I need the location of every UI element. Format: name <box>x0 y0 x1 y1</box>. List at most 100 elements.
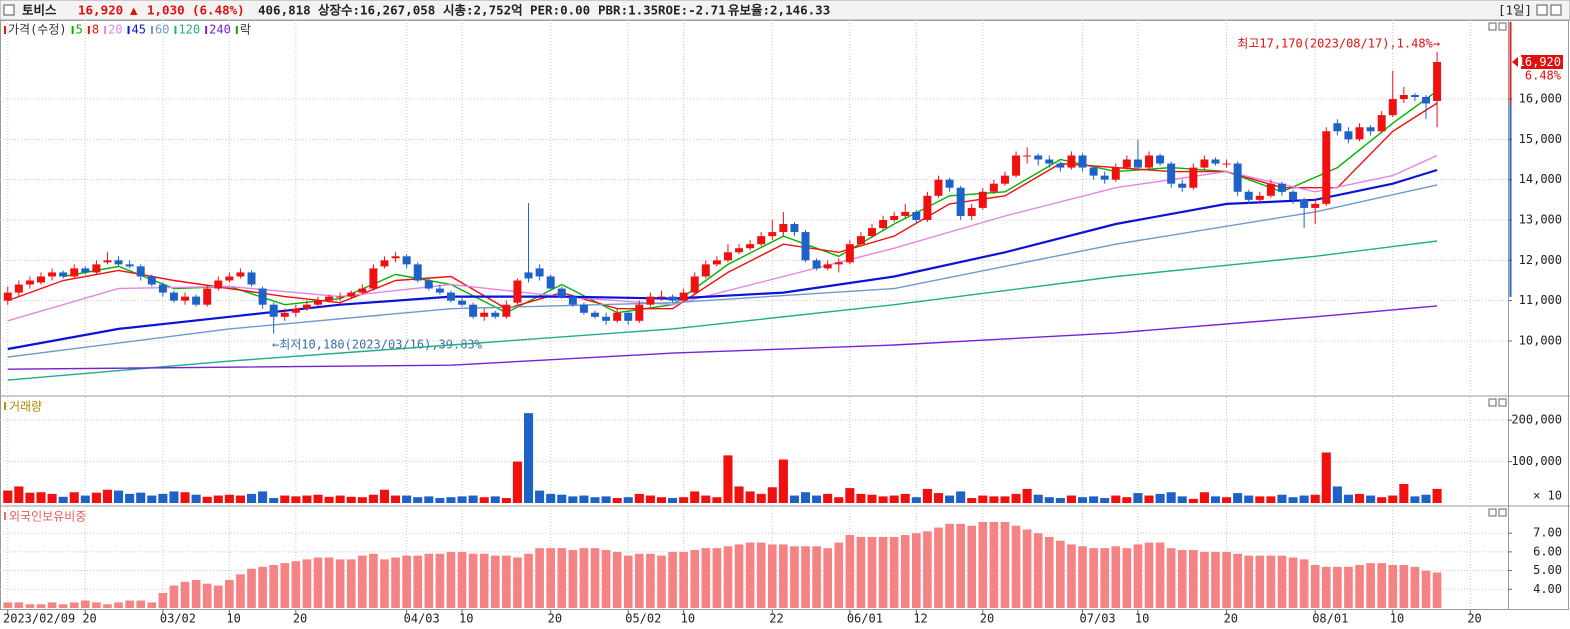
price-pointer <box>1512 57 1518 67</box>
stock-name: 토비스 <box>22 3 57 18</box>
legend-swatch <box>87 26 90 34</box>
bar <box>1288 497 1298 503</box>
bar <box>1277 555 1287 608</box>
candle-body <box>956 187 965 216</box>
candle-body <box>435 288 444 293</box>
close-button[interactable] <box>1550 4 1562 16</box>
bar <box>1144 495 1154 503</box>
bar <box>202 496 212 503</box>
bar <box>900 493 910 503</box>
panel-min[interactable] <box>1488 508 1497 517</box>
y-tick-label: 4.00 <box>1533 582 1562 596</box>
candle-body <box>402 256 411 265</box>
candle-body <box>602 316 611 321</box>
candle-body <box>624 312 633 321</box>
bar <box>1332 486 1342 503</box>
candle-body <box>136 266 145 277</box>
last-change-pct: 6.48% <box>1525 69 1562 83</box>
bar <box>945 495 955 503</box>
candle-body <box>989 183 998 192</box>
candle-body <box>314 300 322 305</box>
candle-body <box>1433 61 1442 102</box>
candle-body <box>967 207 976 216</box>
legend-swatch <box>174 26 177 34</box>
bar <box>92 602 101 608</box>
candle-body <box>59 272 68 277</box>
panel-min[interactable] <box>1488 22 1497 31</box>
candle-body <box>1222 163 1231 165</box>
bar <box>158 593 168 608</box>
candle-body <box>491 312 500 317</box>
bar <box>1233 553 1242 608</box>
candle-body <box>1056 163 1065 168</box>
market-cap: 시총:2,752억 <box>443 3 523 18</box>
bar <box>933 493 944 503</box>
restore-button[interactable] <box>1536 4 1548 16</box>
candle-body <box>1300 199 1309 208</box>
candle-body <box>923 195 932 220</box>
bar <box>756 493 766 503</box>
candle-body <box>868 228 876 237</box>
bar <box>956 523 965 608</box>
bar <box>834 497 844 503</box>
panel-close[interactable] <box>1498 398 1507 407</box>
bar <box>745 491 755 503</box>
moving-average <box>7 168 1438 351</box>
bar <box>512 461 522 503</box>
bar <box>679 551 688 608</box>
bar <box>468 553 478 608</box>
candle-body <box>81 268 90 273</box>
bar <box>1077 497 1088 503</box>
bar <box>690 550 700 608</box>
legend-label: 5 <box>76 23 83 37</box>
candle-body <box>768 232 777 237</box>
bar <box>402 555 411 608</box>
bar <box>25 492 35 503</box>
bar <box>1155 493 1165 503</box>
bar <box>58 604 68 608</box>
bar <box>213 585 223 608</box>
panel-marker <box>4 512 6 520</box>
candle-body <box>790 224 799 233</box>
bar <box>1011 525 1021 608</box>
bar <box>1044 536 1054 608</box>
candle-body <box>834 262 843 265</box>
bar <box>1366 563 1375 608</box>
candle-body <box>801 232 810 261</box>
bar <box>369 553 378 608</box>
arrow: ▲ <box>130 3 138 18</box>
bar <box>213 495 223 503</box>
candle-body <box>3 292 12 301</box>
checkbox[interactable] <box>3 4 15 16</box>
panel-marker <box>4 402 6 410</box>
candle-body <box>247 272 256 285</box>
candle-body <box>1211 159 1220 164</box>
bar <box>1000 496 1010 503</box>
candle-body <box>446 292 455 301</box>
period[interactable]: [1일] <box>1498 3 1532 18</box>
panel-close[interactable] <box>1498 22 1507 31</box>
bar <box>1299 495 1309 503</box>
bar <box>623 497 633 503</box>
bar <box>280 495 290 503</box>
candle-body <box>1366 127 1375 132</box>
bar <box>446 551 456 608</box>
candle-body <box>735 248 744 253</box>
candle-body <box>1200 159 1209 168</box>
legend: 가격(수정) 5 8 20 45 60 120 240 락 <box>4 23 251 37</box>
legend-label: 60 <box>155 23 169 37</box>
legend-swatch <box>235 26 238 34</box>
candle-body <box>1289 191 1298 200</box>
bar <box>967 498 977 503</box>
candle-body <box>291 308 300 313</box>
bar <box>878 536 888 608</box>
panel-min[interactable] <box>1488 398 1497 407</box>
bar <box>158 493 168 503</box>
panel-close[interactable] <box>1498 508 1507 517</box>
x-tick-label: 10 <box>459 612 473 626</box>
bar <box>1421 570 1431 608</box>
bar <box>1122 497 1132 503</box>
candle-body <box>890 215 899 220</box>
bar <box>546 493 556 503</box>
